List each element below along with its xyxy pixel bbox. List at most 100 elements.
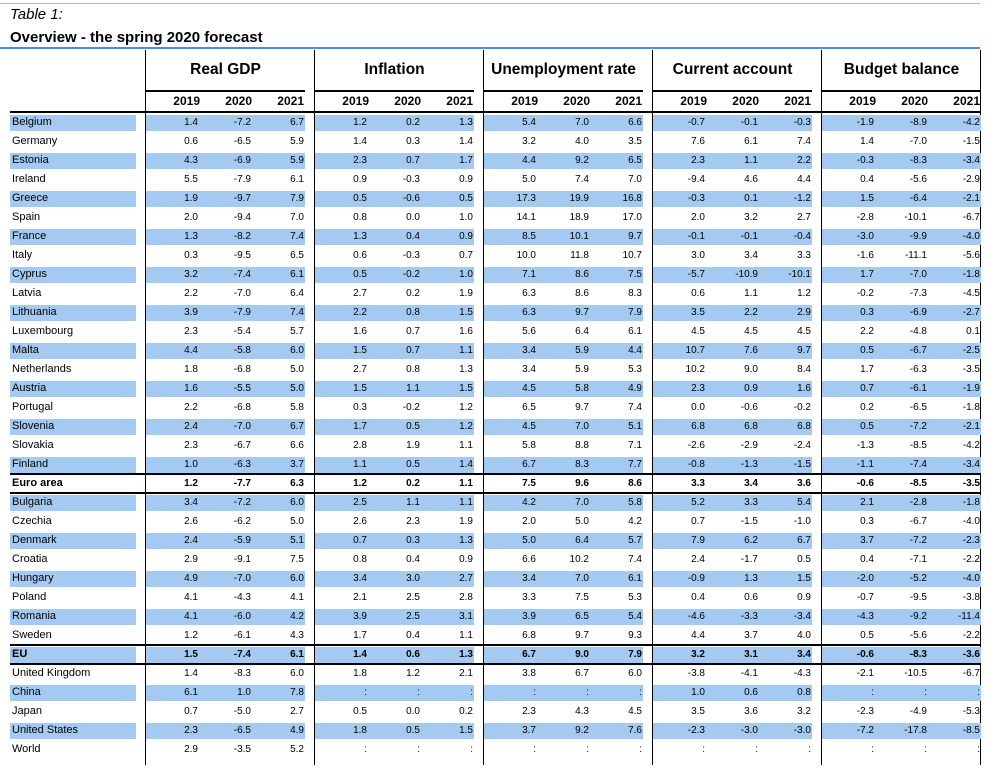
row-shading [10,608,136,625]
header-current-account: Current account [672,61,793,78]
cell-value: 2.5 [406,592,420,603]
cell-value: 7.5 [290,554,304,565]
row-shading [822,722,981,739]
cell-value: 6.6 [628,117,642,128]
cell-value: 3.2 [184,269,198,280]
cell-value: -1.3 [856,440,874,451]
cell-value: 5.9 [575,345,589,356]
cell-value: 1.5 [353,383,367,394]
row-shading [10,114,136,131]
cell-value: 1.7 [860,269,874,280]
cell-value: 7.4 [290,307,304,318]
cell-value: 1.9 [184,193,198,204]
cell-value: 1.0 [184,459,198,470]
row-label: Austria [12,382,47,394]
cell-value: 0.5 [353,706,367,717]
cell-value: 6.0 [290,497,304,508]
cell-value: 0.4 [691,592,705,603]
cell-value: 4.4 [628,345,642,356]
cell-value: 7.7 [628,459,642,470]
cell-value: -0.7 [687,117,705,128]
table-row: Malta 4.4 -5.8 6.0 1.5 0.7 1.1 3.4 5.9 4.4 10.7 7.6… [0,341,981,360]
row-shading [10,304,136,321]
cell-value: -2.4 [793,440,811,451]
row-shading [822,570,981,587]
cell-value: 8.6 [628,478,642,489]
cell-value: 7.0 [575,573,589,584]
cell-value: 5.0 [290,364,304,375]
row-label: Japan [12,705,42,717]
cell-value: -3.4 [793,611,811,622]
cell-value: : [533,744,536,755]
cell-value: 5.9 [290,155,304,166]
cell-value: 0.2 [406,478,420,489]
cell-value: 6.5 [522,402,536,413]
cell-value: 9.3 [628,630,642,641]
cell-value: 19.9 [569,193,589,204]
cell-value: 2.4 [184,421,198,432]
cell-value: -6.2 [233,516,251,527]
cell-value: 6.7 [290,117,304,128]
cell-value: 1.3 [459,117,473,128]
cell-value: -11.4 [957,611,980,622]
cell-value: 7.4 [628,402,642,413]
table-row: Germany 0.6 -6.5 5.9 1.4 0.3 1.4 3.2 4.0 3.5 7.6 6.… [0,132,981,151]
row-shading [653,684,812,701]
cell-value: -0.6 [740,402,758,413]
cell-value: -3.8 [687,668,705,679]
cell-value: -0.4 [793,231,811,242]
cell-value: 1.2 [184,630,198,641]
cell-value: 6.3 [522,288,536,299]
cell-value: 4.5 [691,326,705,337]
row-shading [653,114,812,131]
table-row: France 1.3 -8.2 7.4 1.3 0.4 0.9 8.5 10.1 9.7 -0.1 -… [0,227,981,246]
row-shading [653,494,812,511]
table-row: United Kingdom 1.4 -8.3 6.0 1.8 1.2 2.1 3.8 6.7 6… [0,664,981,683]
row-shading [315,722,474,739]
cell-value: 0.4 [406,630,420,641]
cell-value: 6.7 [522,649,536,660]
year-header: 2021 [446,94,473,108]
cell-value: 0.5 [406,459,420,470]
cell-value: 4.3 [184,155,198,166]
cell-value: 0.3 [860,307,874,318]
cell-value: 5.9 [575,364,589,375]
cell-value: -2.1 [856,668,874,679]
cell-value: -3.5 [962,478,980,489]
row-shading [10,190,136,207]
cell-value: : [924,687,927,698]
cell-value: 3.0 [691,250,705,261]
cell-value: 8.3 [628,288,642,299]
row-label: Belgium [12,116,52,128]
cell-value: 3.9 [184,307,198,318]
row-label: Finland [12,458,49,470]
cell-value: -7.4 [909,459,927,470]
cell-value: -6.4 [909,193,927,204]
table-row: Romania 4.1 -6.0 4.2 3.9 2.5 3.1 3.9 6.5 5.4 -4.6 -… [0,607,981,626]
cell-value: 3.1 [744,649,758,660]
cell-value: 0.9 [459,231,473,242]
cell-value: 6.8 [797,421,811,432]
cell-value: -9.5 [909,592,927,603]
cell-value: 7.1 [628,440,642,451]
cell-value: 4.9 [628,383,642,394]
cell-value: 0.8 [797,687,811,698]
cell-value: -2.9 [740,440,758,451]
cell-value: 1.0 [691,687,705,698]
cell-value: 1.7 [860,364,874,375]
cell-value: 0.3 [406,535,420,546]
cell-value: -0.9 [687,573,705,584]
cell-value: -4.8 [909,326,927,337]
cell-value: 1.9 [459,288,473,299]
cell-value: 4.9 [184,573,198,584]
cell-value: -2.6 [687,440,705,451]
year-header: 2020 [225,94,252,108]
year-header: 2019 [511,94,538,108]
cell-value: 4.5 [522,383,536,394]
row-shading [315,380,474,397]
year-header: 2019 [342,94,369,108]
cell-value: : [977,744,980,755]
table-row: Poland 4.1 -4.3 4.1 2.1 2.5 2.8 3.3 7.5 5.3 0.4 0.6… [0,588,981,607]
table-row: Portugal 2.2 -6.8 5.8 0.3 -0.2 1.2 6.5 9.7 7.4 0.0… [0,398,981,417]
cell-value: -9.4 [233,212,251,223]
